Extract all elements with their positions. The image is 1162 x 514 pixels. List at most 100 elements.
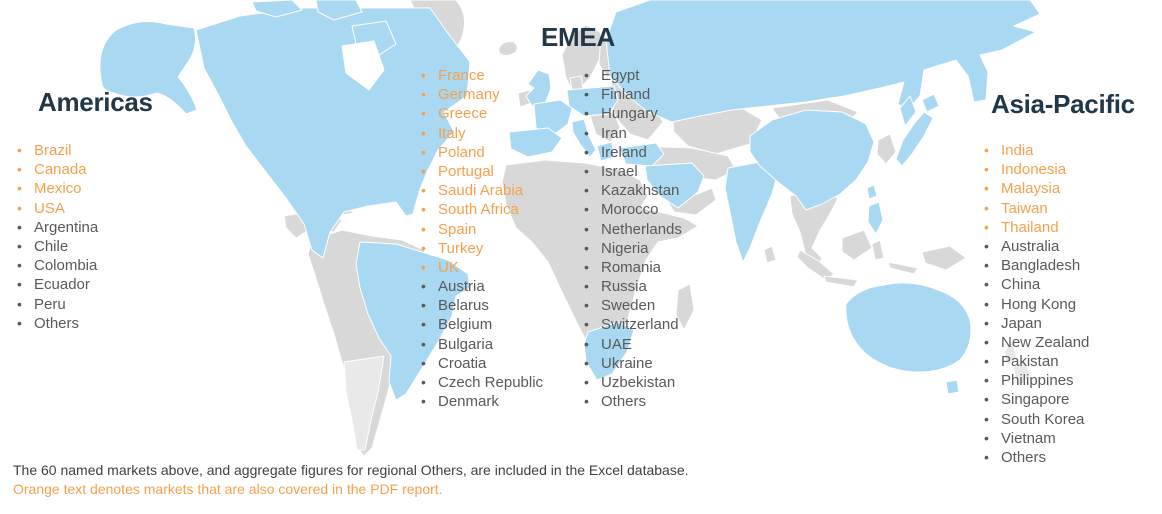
market-label: Austria bbox=[438, 278, 485, 296]
bullet-icon: • bbox=[17, 161, 22, 178]
map-china bbox=[749, 109, 875, 211]
market-label: Croatia bbox=[438, 354, 487, 372]
bullet-icon: • bbox=[421, 67, 426, 83]
map-iceland bbox=[498, 41, 518, 56]
map-hudson-bay bbox=[341, 40, 385, 91]
market-label: Australia bbox=[1001, 237, 1060, 255]
map-new-zealand bbox=[1003, 341, 1018, 367]
market-label: Turkey bbox=[438, 239, 484, 257]
market-item: • Kazakhstan bbox=[584, 181, 682, 200]
bullet-icon: • bbox=[421, 124, 426, 141]
market-label: UAE bbox=[601, 335, 632, 353]
map-new-guinea bbox=[921, 245, 967, 271]
bullet-icon: • bbox=[421, 143, 426, 160]
market-item: • Russia bbox=[584, 277, 682, 296]
bullet-icon: • bbox=[584, 278, 589, 295]
bullet-icon: • bbox=[421, 105, 426, 122]
bullet-icon: • bbox=[584, 162, 589, 179]
market-label: Morocco bbox=[601, 201, 659, 219]
map-arctic-islands bbox=[251, 0, 303, 18]
market-item: • Croatia bbox=[421, 354, 543, 373]
market-item: • Sweden bbox=[584, 296, 682, 315]
market-label: New Zealand bbox=[1001, 333, 1090, 351]
market-label: Others bbox=[1001, 449, 1047, 466]
bullet-icon: • bbox=[421, 316, 426, 333]
market-item: • Malaysia bbox=[984, 179, 1089, 198]
bullet-icon: • bbox=[984, 199, 989, 216]
region-title-asia-pacific: Asia-Pacific bbox=[991, 89, 1135, 119]
market-item: • France bbox=[421, 66, 543, 85]
bullet-icon: • bbox=[984, 142, 989, 158]
market-item: • Chile bbox=[17, 237, 98, 256]
map-north-america bbox=[195, 7, 471, 259]
market-item: • Ecuador bbox=[17, 275, 98, 294]
market-list-emea-column-2: • Egypt • Finland • Hungary • Iran • Ireland • Isra… bbox=[584, 66, 682, 411]
map-yemen-oman bbox=[667, 187, 717, 216]
market-label: Finland bbox=[601, 86, 651, 104]
market-item: • Finland bbox=[584, 85, 682, 104]
market-label: Greece bbox=[438, 105, 488, 123]
market-label: South Africa bbox=[438, 201, 519, 219]
market-label: Nigeria bbox=[601, 239, 649, 257]
market-item: • Ireland bbox=[584, 143, 682, 162]
market-item: • Japan bbox=[984, 314, 1089, 333]
market-label: Singapore bbox=[1001, 391, 1070, 409]
market-item: • Mexico bbox=[17, 179, 98, 198]
bullet-icon: • bbox=[421, 297, 426, 314]
bullet-icon: • bbox=[984, 449, 989, 465]
bullet-icon: • bbox=[984, 429, 989, 446]
market-label: Indonesia bbox=[1001, 161, 1067, 179]
market-item: • Hungary bbox=[584, 104, 682, 123]
bullet-icon: • bbox=[421, 220, 426, 237]
market-label: Kazakhstan bbox=[601, 182, 680, 200]
map-alaska bbox=[99, 21, 198, 115]
map-patagonia bbox=[343, 355, 385, 451]
map-australia bbox=[845, 282, 972, 373]
market-label: Malaysia bbox=[1001, 180, 1061, 198]
market-label: UK bbox=[438, 258, 459, 276]
bullet-icon: • bbox=[984, 314, 989, 331]
map-turkey bbox=[618, 142, 665, 167]
market-label: Peru bbox=[34, 295, 66, 313]
market-item: • Indonesia bbox=[984, 160, 1089, 179]
market-item: • New Zealand bbox=[984, 333, 1089, 352]
market-item: • Vietnam bbox=[984, 429, 1089, 448]
bullet-icon: • bbox=[584, 220, 589, 237]
market-label: Saudi Arabia bbox=[438, 182, 524, 200]
market-label: Japan bbox=[1001, 314, 1042, 332]
market-list-emea-column-1: • France • Germany • Greece • Italy • Poland • Port… bbox=[421, 66, 543, 411]
footer-note-excel: The 60 named markets above, and aggregat… bbox=[13, 462, 689, 478]
bullet-icon: • bbox=[984, 410, 989, 427]
bullet-icon: • bbox=[584, 239, 589, 256]
map-philippines bbox=[867, 201, 884, 235]
map-iberia bbox=[508, 127, 563, 158]
map-java bbox=[823, 275, 859, 288]
bullet-icon: • bbox=[984, 257, 989, 274]
map-arctic-islands-2 bbox=[315, 0, 363, 21]
map-africa bbox=[501, 159, 699, 357]
map-hokkaido bbox=[921, 93, 940, 113]
map-russia bbox=[605, 0, 1041, 123]
market-item: • Belgium bbox=[421, 315, 543, 334]
market-item: • Argentina bbox=[17, 218, 98, 237]
bullet-icon: • bbox=[17, 199, 22, 216]
map-korea bbox=[876, 133, 897, 165]
market-item: • Greece bbox=[421, 104, 543, 123]
market-item: • Germany bbox=[421, 85, 543, 104]
market-list-americas: • Brazil • Canada • Mexico • USA • Argentina • Chil… bbox=[17, 141, 98, 333]
market-label: Netherlands bbox=[601, 220, 682, 238]
market-label: Canada bbox=[34, 161, 87, 179]
market-item: • UAE bbox=[584, 335, 682, 354]
bullet-icon: • bbox=[17, 314, 22, 331]
market-label: Russia bbox=[601, 278, 647, 296]
market-label: Vietnam bbox=[1001, 429, 1056, 447]
bullet-icon: • bbox=[17, 142, 22, 158]
bullet-icon: • bbox=[421, 162, 426, 179]
market-label: Others bbox=[601, 393, 647, 411]
map-sakhalin bbox=[899, 95, 917, 127]
market-label: France bbox=[438, 67, 485, 84]
market-item: • South Korea bbox=[984, 410, 1089, 429]
market-label: Brazil bbox=[34, 142, 72, 159]
market-label: Belgium bbox=[438, 316, 493, 334]
